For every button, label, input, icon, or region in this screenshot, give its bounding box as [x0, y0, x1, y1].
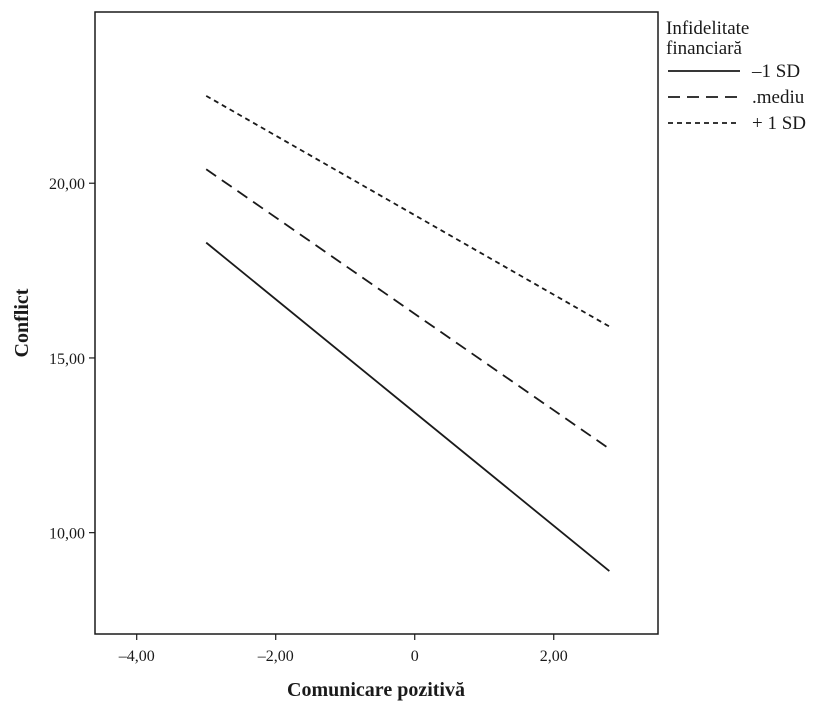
y-tick-label-1: 15,00	[49, 351, 85, 368]
plot-frame	[94, 11, 659, 635]
legend-label-1-sd: –1 SD	[751, 61, 800, 82]
series-line-1-sd	[205, 95, 610, 328]
legend-title-line-2: financiară	[666, 38, 743, 59]
y-tick-label-2: 20,00	[49, 176, 85, 193]
y-axis-ticks: 10,00 15,00 20,00	[49, 176, 95, 543]
x-tick-label-0: –4,00	[118, 648, 155, 665]
legend-label-1-sd: + 1 SD	[752, 113, 806, 134]
series-line-mediu	[205, 168, 610, 450]
series-line-1-sd	[205, 241, 610, 572]
legend-title-line-1: Infidelitate	[666, 18, 749, 39]
x-axis-title: Comunicare pozitivă	[287, 679, 465, 701]
x-tick-label-3: 2,00	[540, 648, 568, 665]
legend: Infidelitate financiară –1 SD .mediu + 1 S…	[666, 18, 806, 134]
x-tick-label-1: –2,00	[257, 648, 294, 665]
legend-label-mediu: .mediu	[752, 87, 805, 108]
x-axis-ticks: –4,00 –2,00 0 2,00	[118, 634, 568, 665]
y-tick-label-0: 10,00	[49, 526, 85, 543]
y-axis-title: Conflict	[11, 288, 33, 357]
legend-entries: –1 SD .mediu + 1 SD	[668, 61, 806, 134]
x-tick-label-2: 0	[411, 648, 419, 665]
series-lines	[205, 95, 610, 572]
